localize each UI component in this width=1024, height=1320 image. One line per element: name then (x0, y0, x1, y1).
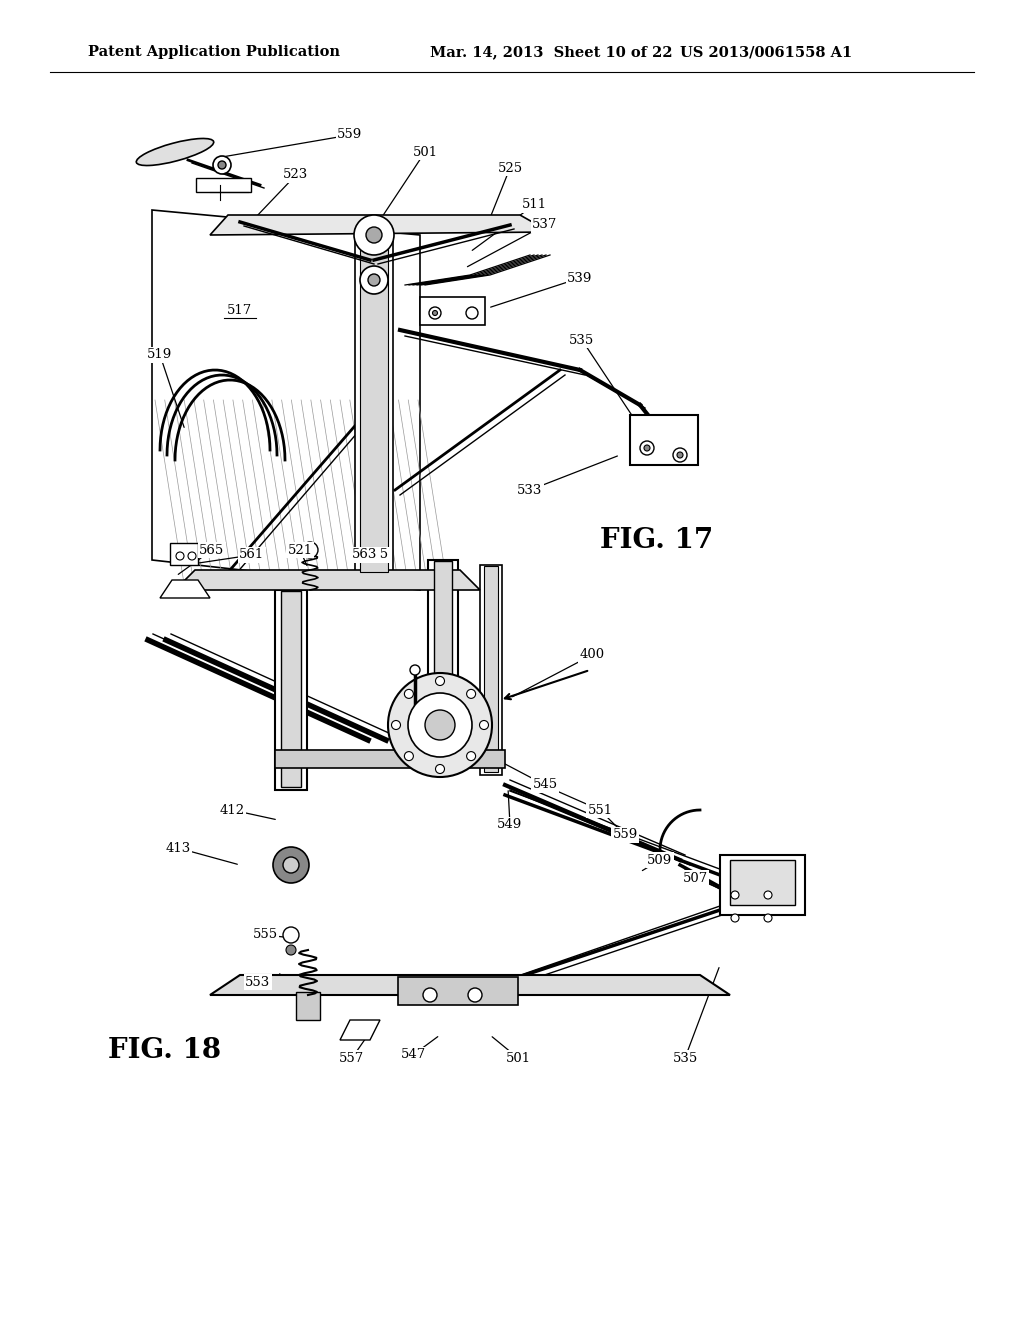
Circle shape (764, 913, 772, 921)
Circle shape (432, 310, 437, 315)
Text: FIG. 18: FIG. 18 (108, 1036, 221, 1064)
FancyBboxPatch shape (420, 297, 485, 325)
Circle shape (360, 267, 388, 294)
Circle shape (429, 308, 441, 319)
Circle shape (273, 847, 309, 883)
FancyBboxPatch shape (196, 178, 251, 191)
Circle shape (404, 751, 414, 760)
Circle shape (213, 156, 231, 174)
Circle shape (479, 721, 488, 730)
FancyBboxPatch shape (296, 993, 319, 1020)
Polygon shape (160, 579, 210, 598)
Text: 549: 549 (498, 818, 522, 832)
Text: 517: 517 (227, 304, 253, 317)
Text: 519: 519 (147, 348, 173, 362)
Circle shape (731, 913, 739, 921)
Text: 559: 559 (337, 128, 362, 141)
Circle shape (435, 764, 444, 774)
Text: 553: 553 (246, 975, 270, 989)
Text: 509: 509 (647, 854, 673, 866)
Circle shape (404, 689, 414, 698)
Polygon shape (340, 1020, 380, 1040)
Circle shape (731, 891, 739, 899)
Circle shape (677, 451, 683, 458)
Text: US 2013/0061558 A1: US 2013/0061558 A1 (680, 45, 852, 59)
Text: 539: 539 (567, 272, 593, 285)
Text: 565: 565 (200, 544, 224, 557)
Ellipse shape (136, 139, 214, 165)
FancyBboxPatch shape (281, 591, 301, 787)
Circle shape (388, 673, 492, 777)
Circle shape (218, 161, 226, 169)
Circle shape (391, 721, 400, 730)
Circle shape (188, 552, 196, 560)
Text: 563: 563 (352, 549, 378, 561)
Text: 545: 545 (532, 779, 557, 792)
FancyBboxPatch shape (170, 543, 198, 565)
Text: 501: 501 (506, 1052, 530, 1064)
Circle shape (307, 546, 313, 553)
Circle shape (466, 308, 478, 319)
Text: 521: 521 (288, 544, 312, 557)
Text: 507: 507 (682, 871, 708, 884)
Text: 535: 535 (569, 334, 595, 346)
Circle shape (368, 275, 380, 286)
Text: Patent Application Publication: Patent Application Publication (88, 45, 340, 59)
Circle shape (283, 927, 299, 942)
Circle shape (176, 552, 184, 560)
Circle shape (425, 710, 455, 741)
Text: 535: 535 (673, 1052, 697, 1064)
Circle shape (286, 945, 296, 954)
FancyBboxPatch shape (630, 414, 698, 465)
Polygon shape (210, 215, 550, 235)
Text: 561: 561 (240, 549, 264, 561)
FancyBboxPatch shape (398, 977, 518, 1005)
Text: 551: 551 (588, 804, 612, 817)
FancyBboxPatch shape (434, 561, 452, 767)
Circle shape (764, 891, 772, 899)
Circle shape (640, 441, 654, 455)
Text: 559: 559 (612, 829, 638, 842)
Circle shape (435, 676, 444, 685)
Circle shape (673, 447, 687, 462)
Text: 547: 547 (400, 1048, 426, 1061)
FancyBboxPatch shape (275, 750, 505, 768)
Circle shape (408, 693, 472, 756)
Text: 537: 537 (532, 219, 558, 231)
Circle shape (423, 987, 437, 1002)
Text: 511: 511 (521, 198, 547, 211)
Circle shape (283, 857, 299, 873)
Text: 515: 515 (364, 549, 388, 561)
Circle shape (354, 215, 394, 255)
Polygon shape (175, 570, 480, 590)
Circle shape (467, 689, 475, 698)
Text: 525: 525 (498, 161, 522, 174)
Circle shape (302, 543, 318, 558)
Text: FIG. 17: FIG. 17 (600, 527, 714, 553)
Polygon shape (152, 210, 420, 590)
Polygon shape (210, 975, 730, 995)
FancyBboxPatch shape (428, 560, 458, 770)
Circle shape (410, 665, 420, 675)
Text: 501: 501 (413, 145, 437, 158)
Text: Mar. 14, 2013  Sheet 10 of 22: Mar. 14, 2013 Sheet 10 of 22 (430, 45, 673, 59)
Text: 412: 412 (219, 804, 245, 817)
FancyBboxPatch shape (730, 861, 795, 906)
FancyBboxPatch shape (480, 565, 502, 775)
FancyBboxPatch shape (360, 238, 388, 572)
FancyBboxPatch shape (275, 590, 307, 789)
FancyBboxPatch shape (355, 235, 393, 576)
Text: 557: 557 (339, 1052, 365, 1064)
Text: 413: 413 (165, 842, 190, 854)
Circle shape (644, 445, 650, 451)
Text: 523: 523 (284, 169, 308, 181)
FancyBboxPatch shape (720, 855, 805, 915)
FancyBboxPatch shape (484, 566, 498, 772)
Circle shape (366, 227, 382, 243)
Circle shape (468, 987, 482, 1002)
Circle shape (467, 751, 475, 760)
Text: 400: 400 (580, 648, 604, 661)
Text: 533: 533 (517, 483, 543, 496)
Text: 555: 555 (253, 928, 278, 941)
